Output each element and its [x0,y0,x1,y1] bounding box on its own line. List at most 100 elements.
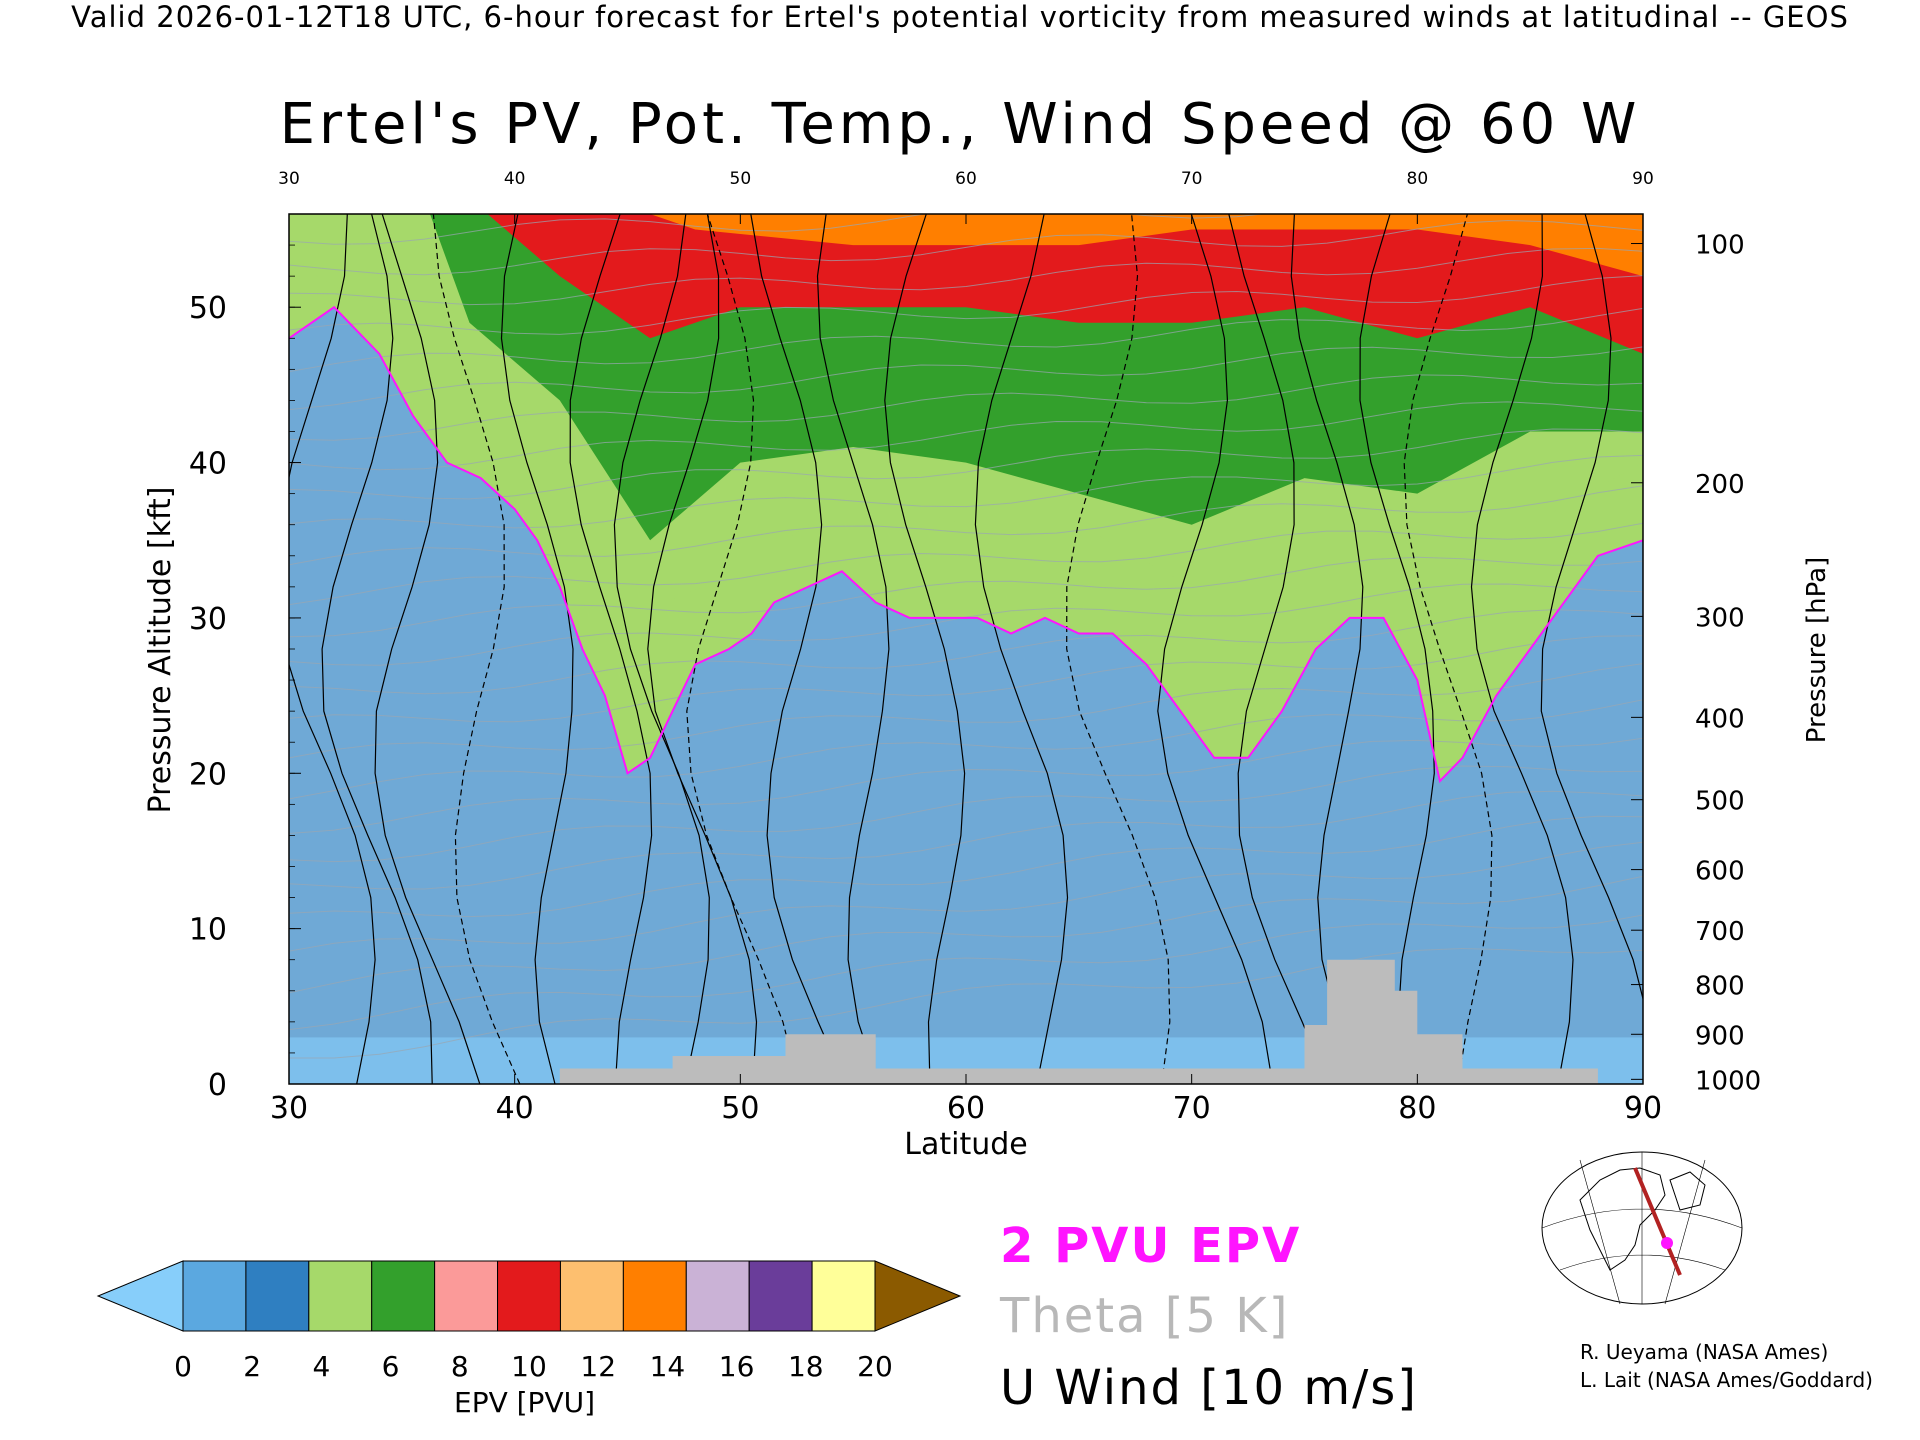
colorbar-tick-label: 0 [174,1350,192,1383]
u-wind-contour [613,214,710,1084]
location-inset-map [1540,1150,1745,1305]
pressure-tick-label: 900 [1695,1021,1745,1051]
legend-uwind: U Wind [10 m/s] [1000,1360,1419,1416]
epv-2pvu-contour [289,305,1643,784]
u-wind-contour [1066,214,1171,1084]
theta-contour [289,699,1643,800]
theta-contour [289,522,1643,606]
theta-contour [289,485,1643,566]
legend-2pvu: 2 PVU EPV [1000,1218,1302,1274]
colorbar-segment [748,1260,813,1332]
cross-section-marker [1661,1237,1673,1249]
map-graticule [1541,1152,1743,1305]
x-tick-label-top: 40 [504,169,526,189]
x-tick-label: 40 [496,1091,534,1126]
cross-section-track [1633,1167,1682,1276]
theta-contour [289,609,1643,695]
pressure-tick-label: 300 [1695,603,1745,633]
colorbar-segment [245,1260,310,1332]
u-wind-contour [816,214,890,1084]
theta-contour [289,454,1643,529]
colorbar-segment [182,1260,247,1332]
y-tick-label: 30 [189,602,227,637]
theta-contour [289,214,1267,245]
colorbar-segment [622,1260,687,1332]
theta-contour [289,663,1643,759]
colorbar-tick-label: 18 [788,1350,824,1383]
theta-contour [289,428,1643,500]
theta-contour [289,947,1643,1059]
theta-contour [289,219,1643,276]
x-tick-label-top: 90 [1632,169,1654,189]
u-wind-contour [1228,214,1329,1084]
colorbar-under-arrow [96,1260,184,1332]
x-axis-label: Latitude [904,1127,1027,1162]
u-wind-contour [974,214,1069,1084]
x-tick-label-top: 30 [278,169,300,189]
u-wind-contour [374,214,481,1084]
theta-contour [289,401,1643,471]
epv-fill-10 [487,214,1643,354]
colorbar-tick-label: 4 [312,1350,330,1383]
theta-contour [289,765,1643,863]
credit-line-2: L. Lait (NASA Ames/Goddard) [1580,1368,1873,1392]
theta-contour [289,346,1643,411]
y-tick-label: 0 [208,1068,227,1103]
theta-contour [289,635,1643,723]
x-tick-label-top: 70 [1181,169,1203,189]
u-wind-contour [289,214,376,1084]
chart-title: Ertel's PV, Pot. Temp., Wind Speed @ 60 … [279,92,1641,157]
forecast-valid-line: Valid 2026-01-12T18 UTC, 6-hour forecast… [71,0,1849,34]
colorbar-segment [308,1260,373,1332]
theta-contour [289,247,1643,306]
pressure-tick-label: 500 [1695,787,1745,817]
pressure-tick-label: 400 [1695,704,1745,734]
pressure-tick-label: 600 [1695,857,1745,887]
theta-contour [289,275,1643,335]
colorbar-tick-label: 10 [511,1350,547,1383]
colorbar-tick-label: 12 [580,1350,616,1383]
colorbar-segment [497,1260,561,1332]
y-axis-label: Pressure Altitude [kft] [143,487,178,814]
terrain-silhouette [289,959,1643,1084]
theta-contour [289,790,1643,890]
y-tick-label: 20 [189,757,227,792]
x-tick-label: 50 [721,1091,759,1126]
u-wind-contour [1290,214,1364,1084]
u-wind-contour [432,214,521,1084]
colorbar-over-arrow [874,1260,962,1332]
x-tick-label: 70 [1173,1091,1211,1126]
colorbar-tick-label: 20 [857,1350,893,1383]
u-wind-contour [1157,214,1274,1084]
u-wind-contour [686,214,800,1084]
colorbar-segment [371,1260,436,1332]
u-wind-contour [569,214,653,1084]
x-tick-label: 90 [1624,1091,1662,1126]
colorbar-tick-label: 16 [719,1350,755,1383]
theta-contour [289,737,1643,834]
colorbar-segment [434,1260,499,1332]
y2-axis-label: Pressure [hPa] [1802,557,1832,744]
epv-fill-14 [650,214,1643,277]
legend-theta: Theta [5 K] [1000,1288,1290,1344]
pressure-tick-label: 100 [1695,231,1745,261]
x-tick-label-top: 80 [1407,169,1429,189]
theta-contour [289,307,1643,373]
colorbar-tick-label: 8 [451,1350,469,1383]
x-tick-label: 80 [1398,1091,1436,1126]
theta-contour [289,914,1643,1031]
colorbar-segment [685,1260,750,1332]
u-wind-contour [1403,214,1493,1084]
pressure-tick-label: 200 [1695,470,1745,500]
x-tick-label-top: 60 [955,169,977,189]
colorbar-segment [559,1260,624,1332]
u-wind-contour [1359,214,1435,1084]
x-tick-label-top: 50 [730,169,752,189]
colorbar-tick-label: 6 [382,1350,400,1383]
theta-contour [289,556,1643,638]
u-wind-contour [750,214,847,1084]
x-tick-label: 30 [270,1091,308,1126]
colorbar-label: EPV [PVU] [454,1386,596,1419]
colorbar-tick-label: 2 [243,1350,261,1383]
